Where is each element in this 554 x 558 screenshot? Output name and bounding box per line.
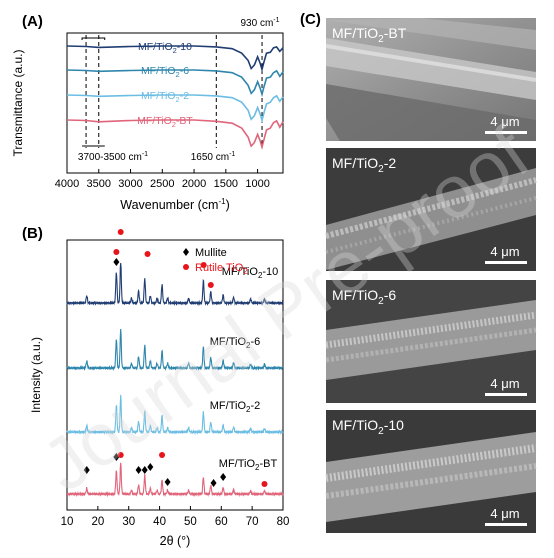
xrd-series-label-3: MF/TiO2-BT	[219, 458, 278, 472]
panel-a-x-axis-label: Wavenumber (cm-1)	[120, 197, 229, 212]
bracket-3700-3500	[81, 37, 106, 40]
panel-a-letter: (A)	[22, 13, 43, 30]
rutile-marker-top-3	[144, 251, 151, 257]
sem-image-2	[325, 148, 537, 271]
panel-a-ftir-chart: MF/TiO2-10 MF/TiO2-6 MF/TiO2-2 MF/TiO2-BT 93…	[11, 17, 284, 212]
xrd-x-tick-label-30: 30	[122, 516, 135, 528]
legend-label-1: Rutile TiO2	[195, 262, 248, 276]
scale-bar-label-0: 4 μm	[490, 114, 519, 129]
ftir-x-tick-label-3000: 3000	[118, 178, 142, 190]
mullite-marker-bottom-8	[210, 479, 217, 487]
xrd-x-tick-label-50: 50	[184, 516, 197, 528]
ftir-series-label-3: MF/TiO2-BT	[137, 115, 193, 129]
mullite-marker-bottom-5	[147, 463, 154, 471]
mullite-marker-bottom-4	[141, 466, 148, 474]
ftir-series-line-0	[66, 45, 284, 73]
ftir-x-tick-label-4000: 4000	[55, 178, 79, 190]
legend-mullite-symbol	[183, 248, 189, 256]
mullite-marker-bottom-3	[135, 466, 142, 474]
sem-image-bt	[325, 18, 537, 141]
xrd-x-tick-label-10: 10	[61, 516, 74, 528]
ftir-series-label-1: MF/TiO2-6	[141, 65, 189, 79]
legend-rutile-symbol	[183, 264, 189, 270]
xrd-series-label-2: MF/TiO2-2	[210, 400, 260, 414]
scale-bar-3	[485, 523, 527, 526]
panel-b-y-axis-label: Intensity (a.u.)	[29, 337, 43, 413]
panel-b-letter: (B)	[22, 225, 43, 242]
mullite-marker-bottom-0	[83, 466, 90, 474]
panel-a-y-axis-label: Transmittance (a.u.)	[11, 50, 25, 157]
ftir-series-line-3	[66, 119, 284, 150]
rutile-marker-top-1	[113, 249, 120, 255]
ftir-series-line-2	[66, 94, 284, 124]
ftir-x-tick-label-2000: 2000	[182, 178, 206, 190]
xrd-series-label-0: MF/TiO2-10	[222, 266, 279, 280]
legend-label-0: Mullite	[195, 247, 227, 259]
ftir-series-label-0: MF/TiO2-10	[138, 41, 192, 55]
xrd-series-line-2	[66, 394, 284, 436]
scale-bar-label-1: 4 μm	[490, 244, 519, 259]
rutile-marker-bottom-2	[117, 452, 124, 458]
xrd-x-tick-label-20: 20	[91, 516, 104, 528]
ftir-x-tick-label-2500: 2500	[150, 178, 174, 190]
panel-b-xrd-chart: MF/TiO2-10 MF/TiO2-6 MF/TiO2-2 MF/TiO2-BT 1…	[29, 229, 289, 548]
sem-image-6	[325, 280, 537, 403]
xrd-x-tick-label-80: 80	[277, 516, 290, 528]
xrd-series-line-0	[66, 262, 284, 307]
xrd-x-tick-label-40: 40	[153, 516, 166, 528]
scale-bar-label-3: 4 μm	[490, 506, 519, 521]
mullite-marker-top-0	[113, 258, 120, 266]
panel-a-frame	[66, 32, 284, 174]
sem-label-2: MF/TiO2-6	[332, 287, 396, 307]
rutile-marker-bottom-6	[159, 452, 166, 458]
rutile-marker-top-5	[207, 282, 214, 288]
mullite-marker-bottom-7	[164, 478, 171, 486]
sem-label-1: MF/TiO2-2	[332, 155, 396, 175]
sem-label-0: MF/TiO2-BT	[332, 25, 407, 45]
ftir-series-label-2: MF/TiO2-2	[141, 90, 189, 104]
ftir-x-tick-label-3500: 3500	[87, 178, 111, 190]
ftir-annotation-0: 930 cm-1	[240, 17, 279, 29]
ftir-annotation-1: 1650 cm-1	[191, 151, 236, 163]
xrd-series-line-1	[66, 328, 284, 372]
rutile-marker-top-2	[117, 229, 124, 235]
scale-bar-label-2: 4 μm	[490, 376, 519, 391]
ftir-series-line-1	[66, 69, 284, 98]
panel-b-frame	[66, 239, 284, 511]
xrd-x-tick-label-60: 60	[215, 516, 228, 528]
xrd-series-line-3	[66, 462, 284, 498]
panel-c-sem-images: MF/TiO2-BT 4 μm MF/TiO2-2 4 μm MF/TiO2-6 4 μm…	[325, 18, 537, 533]
ftir-annotation-2: 3700-3500 cm-1	[78, 151, 148, 163]
rutile-marker-bottom-10	[261, 481, 268, 487]
scale-bar-2	[485, 393, 527, 396]
xrd-series-label-1: MF/TiO2-6	[210, 336, 260, 350]
panel-c-letter: (C)	[300, 11, 321, 28]
sem-image-10	[325, 410, 537, 533]
ftir-x-tick-label-1500: 1500	[214, 178, 238, 190]
scale-bar-1	[485, 261, 527, 264]
xrd-x-tick-label-70: 70	[246, 516, 259, 528]
panel-b-x-axis-label: 2θ (°)	[160, 534, 191, 548]
mullite-marker-bottom-9	[220, 473, 227, 481]
scale-bar-0	[485, 131, 527, 134]
rutile-marker-top-4	[200, 262, 207, 268]
sem-label-3: MF/TiO2-10	[332, 417, 404, 437]
ftir-x-tick-label-1000: 1000	[245, 178, 269, 190]
